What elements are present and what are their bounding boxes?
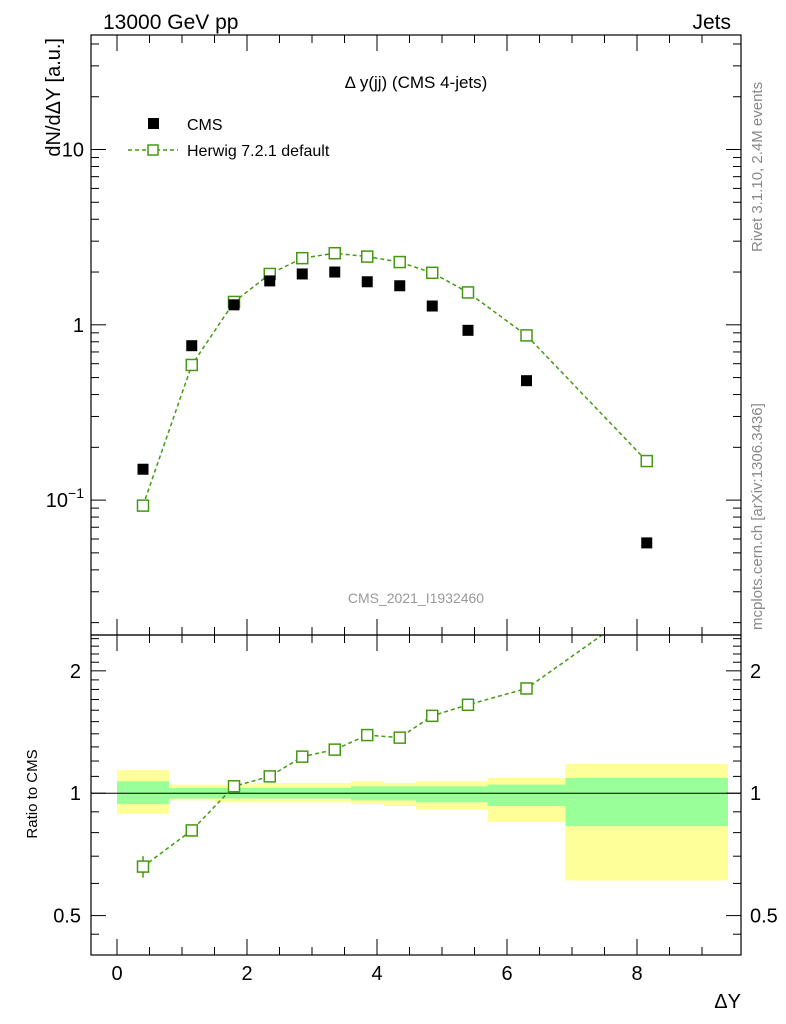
mcplots-label: mcplots.cern.ch [arXiv:1306.3436] — [749, 403, 766, 630]
x-tick-label: 4 — [371, 963, 382, 985]
main-y-axis-label: dN/dΔY [a.u.] — [43, 38, 65, 157]
legend-herwig-label: Herwig 7.2.1 default — [187, 143, 330, 160]
main-marks — [136, 246, 653, 549]
x-tick-label: 8 — [631, 963, 642, 985]
cms-point — [296, 268, 308, 280]
ratio-y-tick-label-right: 2 — [750, 661, 761, 683]
x-tick-label: 0 — [111, 963, 122, 985]
herwig-point — [136, 499, 150, 512]
herwig-point — [393, 255, 406, 269]
ratio-band-green — [117, 781, 169, 805]
herwig-point — [185, 358, 198, 372]
herwig-point — [461, 286, 475, 299]
cms-point — [361, 276, 373, 288]
header-right: Jets — [692, 11, 731, 34]
herwig-point — [426, 266, 439, 280]
ratio-y-tick-label: 1 — [70, 783, 81, 805]
ratio-panel: Ratio to CMS ΔY 0.5 0.5 1 1 2 2 0 2 4 6 8 — [24, 598, 778, 1013]
ratio-band-green — [487, 784, 566, 807]
main-axes: 10−1 1 10 — [46, 35, 741, 635]
legend-herwig-marker — [147, 144, 159, 156]
cms-point — [329, 266, 341, 278]
ratio-herwig-point — [227, 780, 241, 793]
cms-point — [186, 340, 198, 352]
ratio-band-green — [565, 778, 728, 827]
cms-point — [137, 463, 149, 475]
cms-point — [264, 275, 276, 287]
main-chart-title: Δ y(jj) (CMS 4-jets) — [345, 73, 488, 92]
cms-point — [641, 537, 653, 549]
ratio-band-green — [416, 786, 449, 803]
ratio-herwig-point — [361, 728, 374, 742]
ratio-axes: 0.5 0.5 1 1 2 2 0 2 4 6 8 — [53, 635, 778, 985]
cms-point — [521, 375, 532, 387]
header-left: 13000 GeV pp — [103, 11, 238, 34]
ratio-marks — [136, 598, 652, 878]
ratio-band-green — [448, 786, 488, 803]
ratio-herwig-point — [296, 750, 309, 763]
ratio-herwig-point — [328, 743, 341, 756]
x-tick-label: 2 — [241, 963, 252, 985]
ratio-bands — [117, 763, 728, 881]
legend: CMS Herwig 7.2.1 default — [128, 117, 330, 160]
herwig-line — [142, 252, 648, 506]
ratio-y-tick-label-right: 0.5 — [750, 906, 778, 928]
herwig-point — [361, 250, 374, 263]
ratio-herwig-point — [641, 598, 652, 609]
ratio-herwig-line — [142, 635, 604, 868]
main-panel: CMS_2021_I1932460 Δ y(jj) (CMS 4-jets) d… — [43, 34, 742, 636]
ratio-y-tick-label: 0.5 — [53, 906, 81, 928]
ratio-herwig-point — [185, 824, 198, 837]
herwig-point — [640, 454, 653, 468]
cms-point — [462, 324, 474, 336]
cms-point — [426, 300, 438, 312]
analysis-watermark: CMS_2021_I1932460 — [348, 590, 484, 606]
ratio-y-tick-label-right: 1 — [750, 783, 761, 805]
ratio-herwig-point — [263, 770, 276, 783]
herwig-point — [520, 329, 533, 342]
ratio-herwig-point — [136, 860, 150, 873]
legend-cms-label: CMS — [187, 117, 223, 134]
ratio-y-tick-label: 2 — [70, 661, 81, 683]
ratio-herwig-point — [426, 709, 439, 723]
x-axis-label: ΔY — [714, 991, 741, 1013]
ratio-herwig-point — [393, 731, 406, 744]
main-y-tick-label: 10−1 — [46, 485, 84, 512]
rivet-version-label: Rivet 3.1.10, 2.4M events — [749, 82, 766, 252]
ratio-herwig-point — [520, 682, 533, 695]
herwig-point — [296, 251, 309, 265]
cms-point — [228, 299, 240, 311]
x-tick-label: 6 — [501, 963, 512, 985]
main-y-tick-label: 1 — [73, 315, 84, 337]
main-y-tick-label: 10 — [62, 140, 84, 162]
cms-point — [394, 280, 406, 292]
legend-cms-marker — [148, 118, 159, 129]
ratio-frame — [90, 634, 742, 956]
ratio-y-axis-label: Ratio to CMS — [24, 749, 41, 838]
herwig-point — [328, 246, 341, 260]
ratio-herwig-point — [461, 698, 475, 712]
